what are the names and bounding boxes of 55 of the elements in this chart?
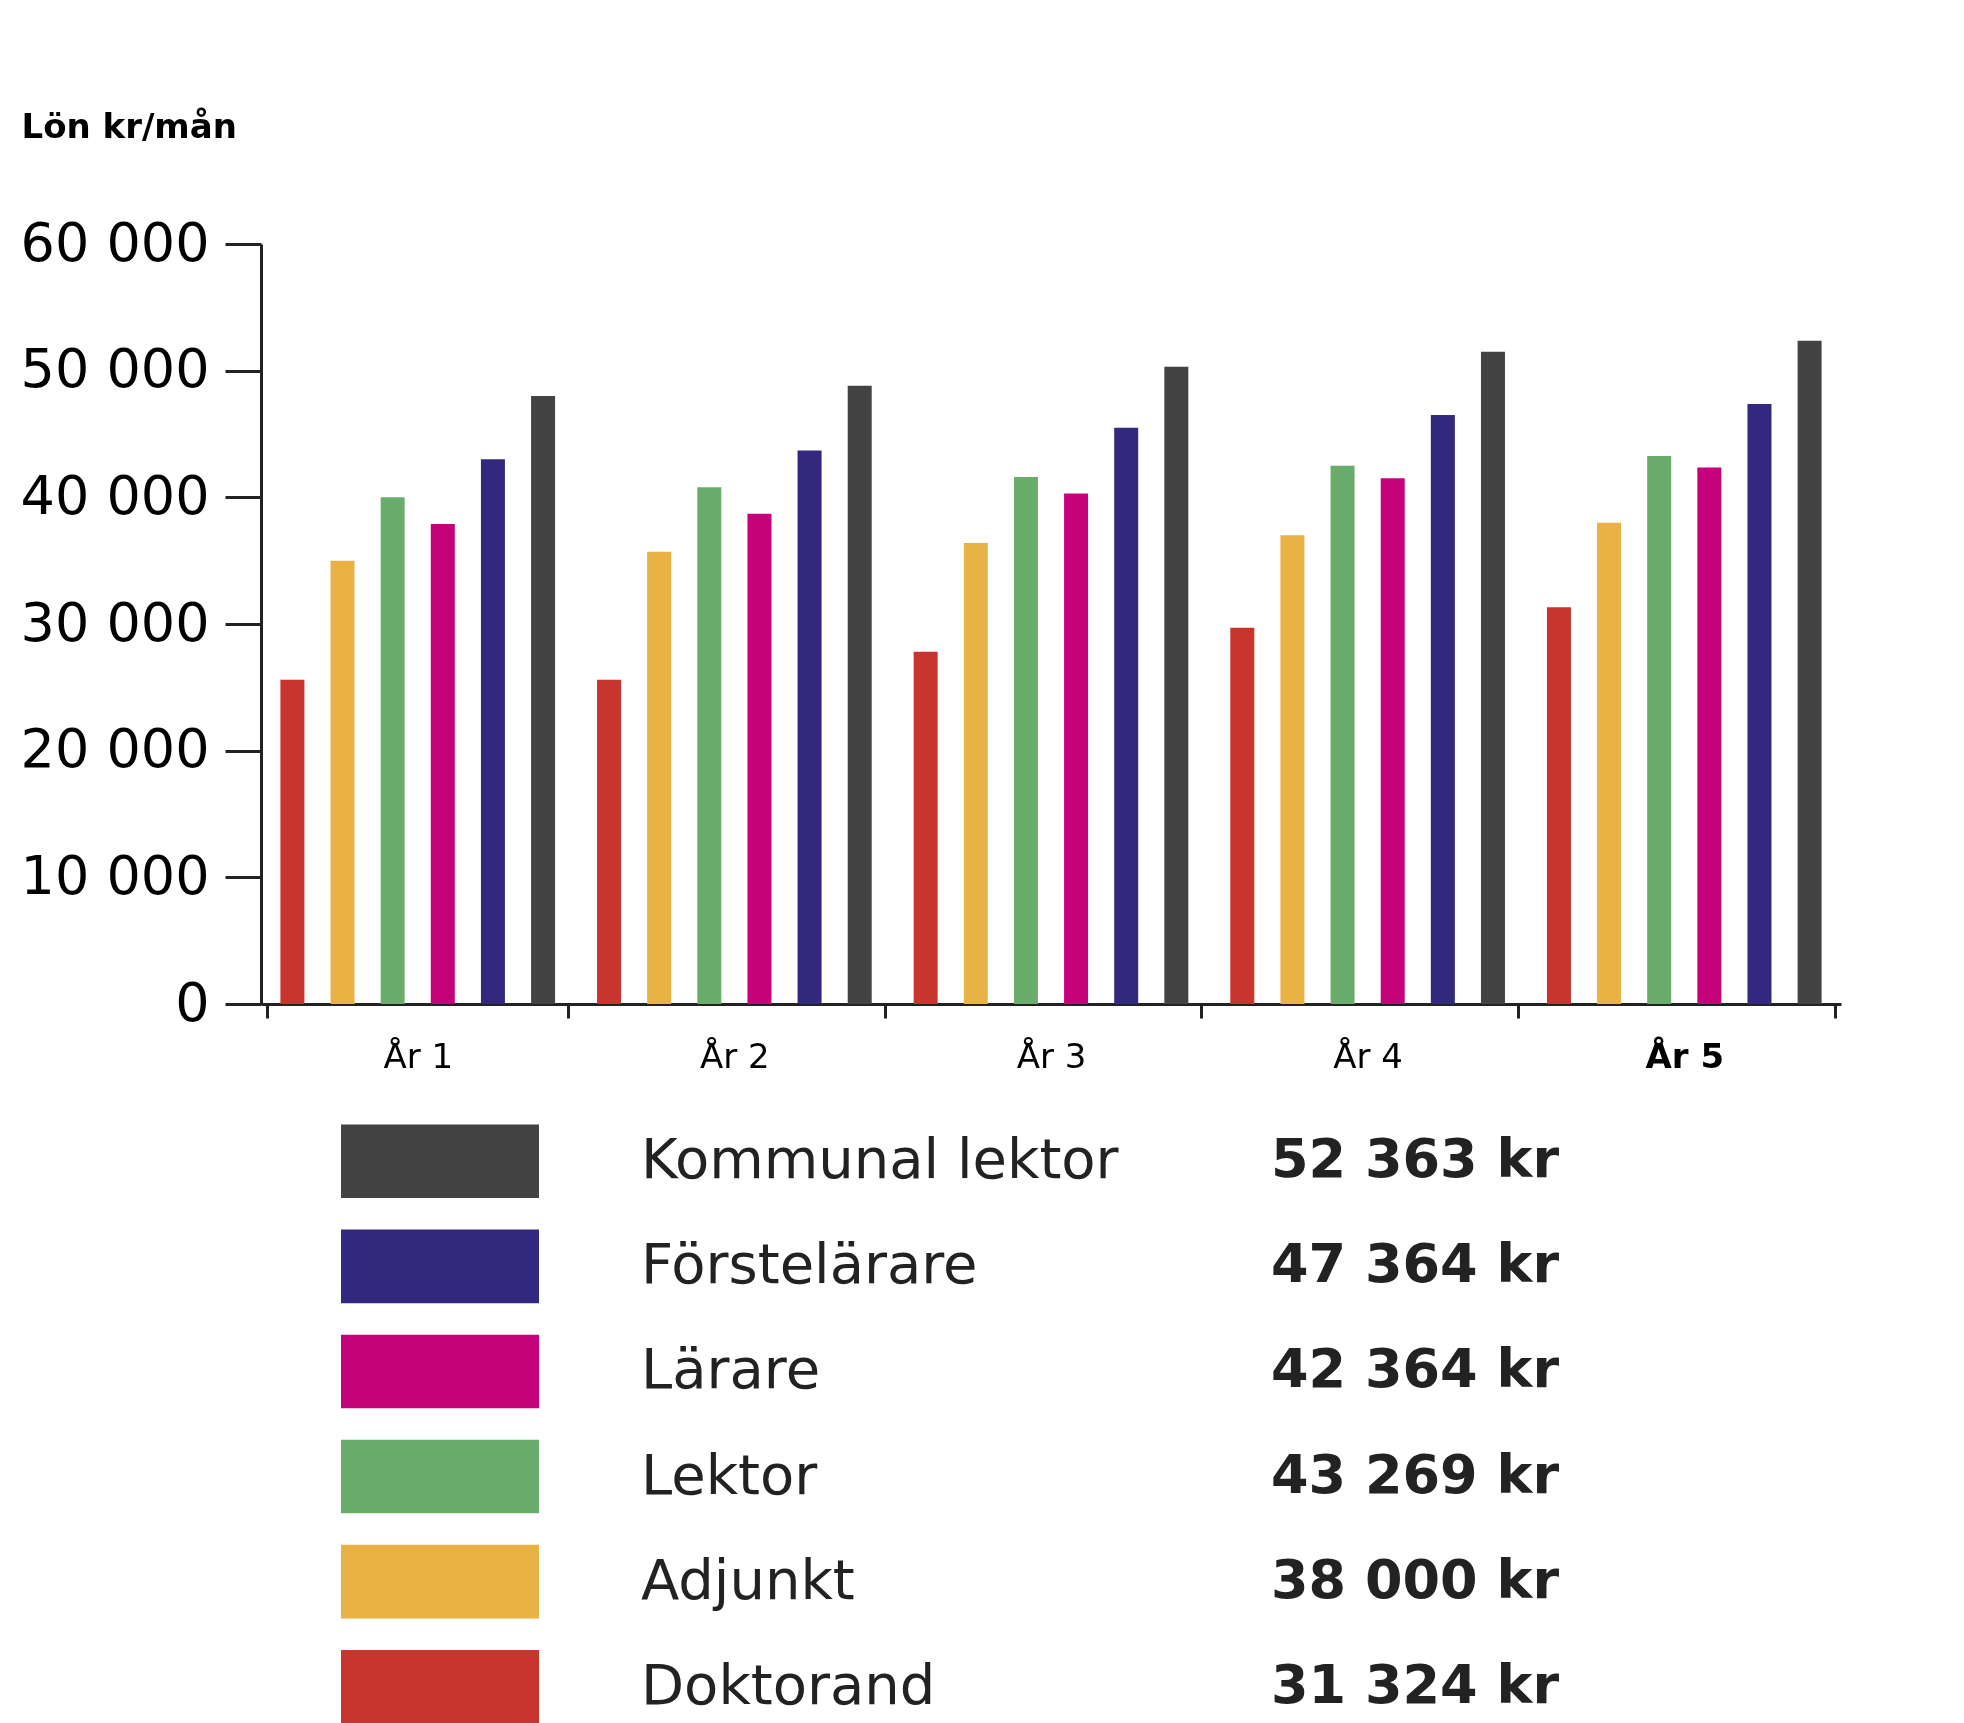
y-tick-label: 0 <box>175 970 210 1034</box>
bar <box>380 497 405 1004</box>
bar <box>1697 467 1722 1004</box>
y-tick-label: 10 000 <box>20 843 210 907</box>
bar <box>1430 415 1455 1004</box>
x-tick-label: År 2 <box>700 1035 770 1076</box>
bar <box>531 396 556 1004</box>
text: 43 269 kr <box>1271 1442 1560 1506</box>
bar <box>747 513 772 1004</box>
bar <box>330 560 355 1004</box>
y-tick-label: 50 000 <box>20 337 210 401</box>
legend-label: Adjunkt <box>641 1546 855 1612</box>
bar <box>480 459 505 1004</box>
bar <box>1546 607 1571 1004</box>
y-axis-title: Lön kr/mån <box>21 105 237 146</box>
x-tick-label: År 4 <box>1333 1035 1403 1076</box>
legend-label: Kommunal lektor <box>641 1126 1120 1192</box>
bar <box>597 679 622 1004</box>
bar <box>913 651 938 1004</box>
bar <box>1280 535 1305 1004</box>
text: 42 364 kr <box>1271 1337 1560 1401</box>
x-tick-label: År 3 <box>1016 1035 1087 1076</box>
text: 38 000 kr <box>1271 1547 1560 1611</box>
x-tick-label: År 5 <box>1645 1035 1725 1076</box>
legend-label: Lektor <box>641 1441 819 1507</box>
bar <box>280 679 305 1004</box>
y-tick-label: 30 000 <box>20 590 210 654</box>
y-tick-label: 60 000 <box>20 210 210 274</box>
bar <box>1330 465 1355 1004</box>
bar <box>797 450 822 1004</box>
bar <box>1747 404 1772 1004</box>
bar <box>1114 427 1139 1004</box>
bar <box>1164 366 1189 1004</box>
bar <box>1647 455 1672 1004</box>
bar <box>1597 522 1622 1004</box>
bar <box>1480 351 1505 1004</box>
y-tick-label: 20 000 <box>20 717 210 781</box>
bar <box>1230 627 1255 1004</box>
legend-label: Förstelärare <box>641 1231 978 1297</box>
bar <box>1013 477 1038 1004</box>
bar <box>647 551 672 1004</box>
bar <box>1380 478 1405 1004</box>
bar <box>847 385 872 1004</box>
legend-label: Lärare <box>641 1336 821 1402</box>
text: 52 363 kr <box>1271 1127 1560 1191</box>
bar <box>697 487 722 1004</box>
bar <box>963 542 988 1004</box>
legend-label: Doktorand <box>641 1651 936 1717</box>
text: 47 364 kr <box>1271 1232 1560 1296</box>
bar <box>1064 493 1089 1004</box>
bar <box>430 523 455 1004</box>
x-tick-label: År 1 <box>383 1035 454 1076</box>
y-tick-label: 40 000 <box>20 463 210 527</box>
text: 31 324 kr <box>1271 1652 1560 1716</box>
bar <box>1797 340 1822 1004</box>
